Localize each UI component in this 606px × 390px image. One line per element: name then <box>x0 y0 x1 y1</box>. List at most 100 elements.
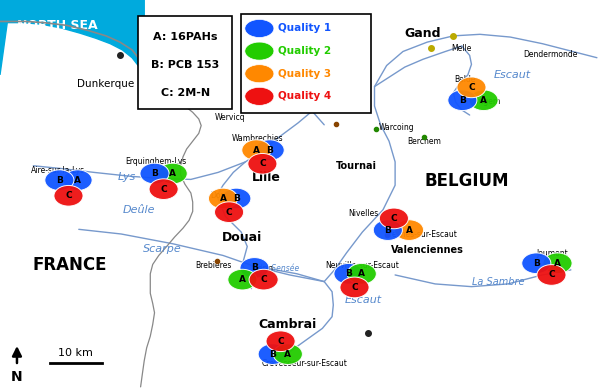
Ellipse shape <box>457 77 486 98</box>
Text: N: N <box>11 370 23 384</box>
Text: A: A <box>480 96 487 105</box>
Text: C: C <box>468 83 474 92</box>
Text: B: B <box>151 169 158 178</box>
Text: C: C <box>391 214 397 223</box>
Ellipse shape <box>469 90 498 110</box>
Text: NORTH SEA: NORTH SEA <box>17 19 98 32</box>
Text: B: B <box>533 259 540 268</box>
Ellipse shape <box>522 253 551 273</box>
Text: Don: Don <box>210 191 226 200</box>
Text: B: B <box>251 263 258 273</box>
Text: Douai: Douai <box>222 230 262 244</box>
Text: Erquinghem-Lys: Erquinghem-Lys <box>125 157 187 167</box>
Text: Warcoing: Warcoing <box>379 122 415 132</box>
Text: B: PCB 153: B: PCB 153 <box>151 60 219 70</box>
Text: Dendermonde: Dendermonde <box>523 50 578 59</box>
Bar <box>241 14 371 113</box>
Text: C: C <box>278 337 284 346</box>
Text: Scarpe: Scarpe <box>143 244 182 254</box>
Text: Belde: Belde <box>454 75 476 85</box>
Text: Quality 1: Quality 1 <box>278 23 331 34</box>
Text: Zingem: Zingem <box>471 97 501 106</box>
Text: A: A <box>239 275 246 284</box>
Text: Wervicq: Wervicq <box>215 112 245 122</box>
Ellipse shape <box>373 220 402 240</box>
Ellipse shape <box>45 170 74 190</box>
Text: Nivelles: Nivelles <box>348 209 379 218</box>
Ellipse shape <box>273 344 302 364</box>
Text: Escaut: Escaut <box>493 70 531 80</box>
Text: Melle: Melle <box>451 44 472 53</box>
Ellipse shape <box>208 188 238 209</box>
Ellipse shape <box>215 202 244 222</box>
Text: Quality 4: Quality 4 <box>278 91 331 101</box>
Text: B: B <box>269 349 276 359</box>
Text: Quality 3: Quality 3 <box>278 69 331 79</box>
Ellipse shape <box>158 163 187 184</box>
Text: Lys: Lys <box>118 172 136 182</box>
Text: Berchem: Berchem <box>407 136 441 146</box>
Text: C: C <box>161 184 167 194</box>
Ellipse shape <box>379 208 408 229</box>
Text: B: B <box>384 225 391 235</box>
Text: Lille: Lille <box>252 171 281 184</box>
Ellipse shape <box>395 220 424 240</box>
Text: Quality 2: Quality 2 <box>278 46 331 56</box>
Text: Neuville-sur-Escaut: Neuville-sur-Escaut <box>325 261 399 271</box>
Text: FRANCE: FRANCE <box>33 256 107 274</box>
Text: C: C <box>226 207 232 217</box>
Text: Wambrechies: Wambrechies <box>231 134 284 143</box>
Text: B: B <box>266 145 273 155</box>
Text: Tournai: Tournai <box>336 161 377 171</box>
Text: Deûle: Deûle <box>123 205 156 215</box>
Text: B: B <box>56 176 63 185</box>
Text: B: B <box>345 269 352 278</box>
Text: A: 16PAHs: A: 16PAHs <box>153 32 218 42</box>
Ellipse shape <box>228 269 257 290</box>
Ellipse shape <box>149 179 178 199</box>
Text: Jeumont: Jeumont <box>537 249 568 258</box>
Text: B: B <box>459 96 466 105</box>
Text: A: A <box>74 176 81 185</box>
Ellipse shape <box>537 265 566 285</box>
Ellipse shape <box>347 264 376 284</box>
Ellipse shape <box>258 344 287 364</box>
Text: La Sambre: La Sambre <box>472 277 524 287</box>
Text: C: C <box>548 270 554 280</box>
Ellipse shape <box>340 277 369 298</box>
Text: A: A <box>358 269 365 278</box>
Text: 10 km: 10 km <box>58 347 93 358</box>
Text: C: 2M-N: C: 2M-N <box>161 88 210 98</box>
Text: A: A <box>405 225 413 235</box>
Ellipse shape <box>543 253 572 273</box>
Text: Brebières: Brebières <box>195 261 231 270</box>
Ellipse shape <box>245 20 274 37</box>
Ellipse shape <box>63 170 92 190</box>
Text: Fresnes-sur-Escaut: Fresnes-sur-Escaut <box>385 230 457 239</box>
Ellipse shape <box>248 154 277 174</box>
Text: Gand: Gand <box>405 27 441 40</box>
Text: C: C <box>261 275 267 284</box>
Polygon shape <box>0 0 144 75</box>
Text: BELGIUM: BELGIUM <box>424 172 509 190</box>
Text: A: A <box>253 145 260 155</box>
Text: Ferin: Ferin <box>254 264 273 273</box>
Text: C: C <box>65 191 72 200</box>
Text: La Sensée: La Sensée <box>261 264 299 273</box>
Ellipse shape <box>54 186 83 206</box>
Text: A: A <box>219 194 227 203</box>
Text: A: A <box>284 349 291 359</box>
Ellipse shape <box>448 90 477 110</box>
Text: C: C <box>351 283 358 292</box>
Text: A: A <box>554 259 561 268</box>
Ellipse shape <box>255 140 284 160</box>
Ellipse shape <box>334 264 363 284</box>
Ellipse shape <box>245 87 274 105</box>
Text: Dunkerque: Dunkerque <box>78 79 135 89</box>
Bar <box>138 16 232 109</box>
Text: Cambrai: Cambrai <box>259 318 317 331</box>
Ellipse shape <box>240 258 269 278</box>
Text: Escaut: Escaut <box>345 294 382 305</box>
Ellipse shape <box>245 65 274 83</box>
Text: Valenciennes: Valenciennes <box>391 245 464 255</box>
